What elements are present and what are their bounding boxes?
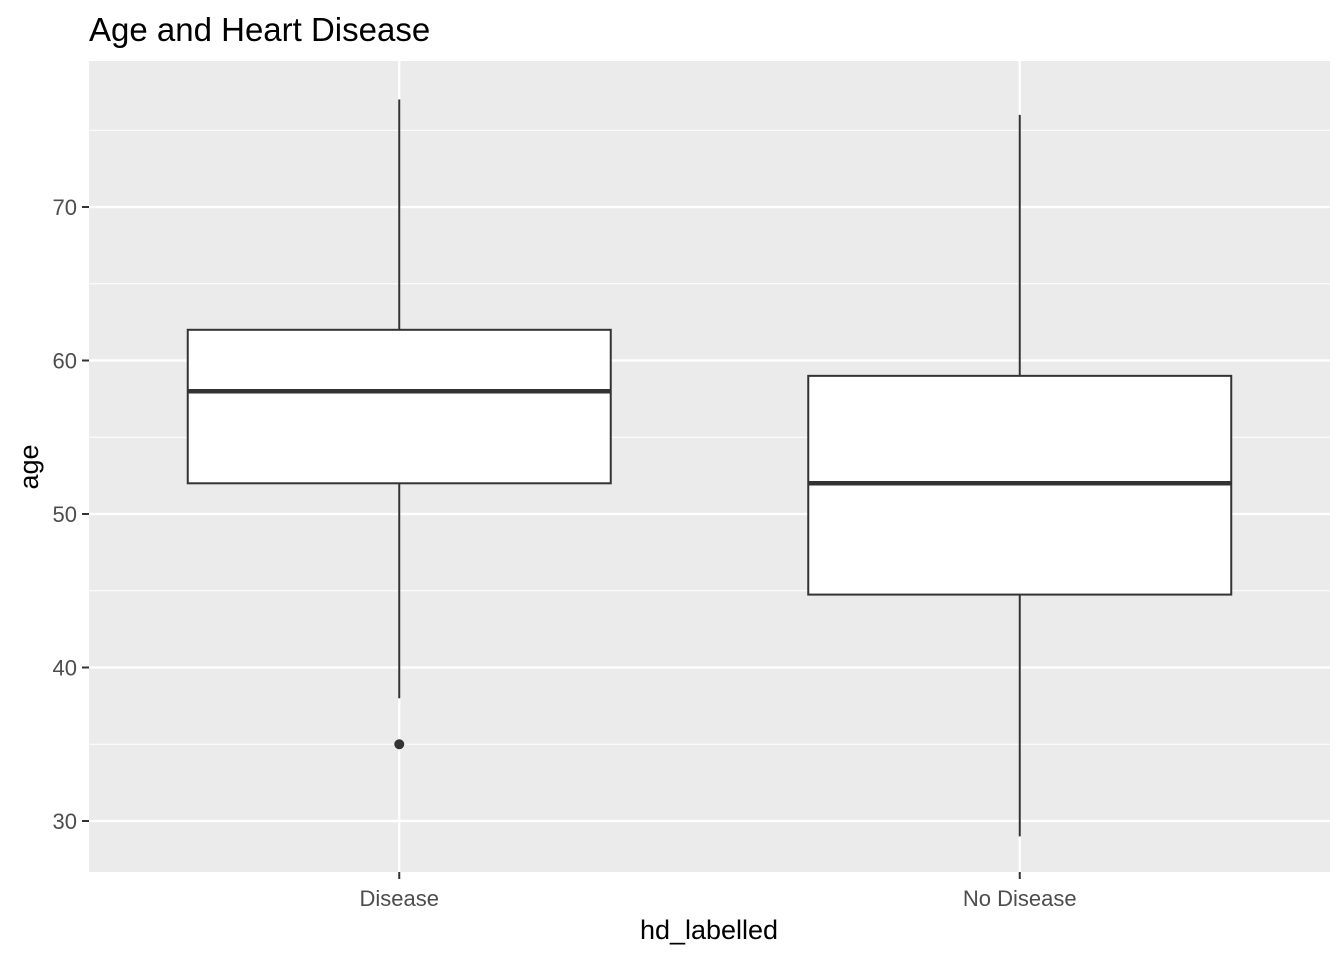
y-tick-label: 40 (53, 656, 77, 681)
box-layer (186, 99, 1233, 837)
axis-ticks (82, 206, 1021, 879)
y-axis-title: age (14, 444, 44, 489)
y-tick-label: 30 (53, 809, 77, 834)
x-axis-title: hd_labelled (640, 915, 778, 945)
y-tick-label: 70 (53, 195, 77, 220)
box-iqr (186, 328, 612, 485)
box-no-disease (807, 114, 1233, 837)
y-tick-label: 50 (53, 502, 77, 527)
x-tick-label: Disease (360, 886, 439, 911)
chart-title: Age and Heart Disease (89, 11, 430, 48)
box-disease (186, 99, 612, 750)
y-tick-label: 60 (53, 349, 77, 374)
outlier-point (394, 739, 405, 750)
tick-labels: 30 40 50 60 70 Disease No Disease (53, 195, 1077, 911)
x-tick-label: No Disease (963, 886, 1077, 911)
